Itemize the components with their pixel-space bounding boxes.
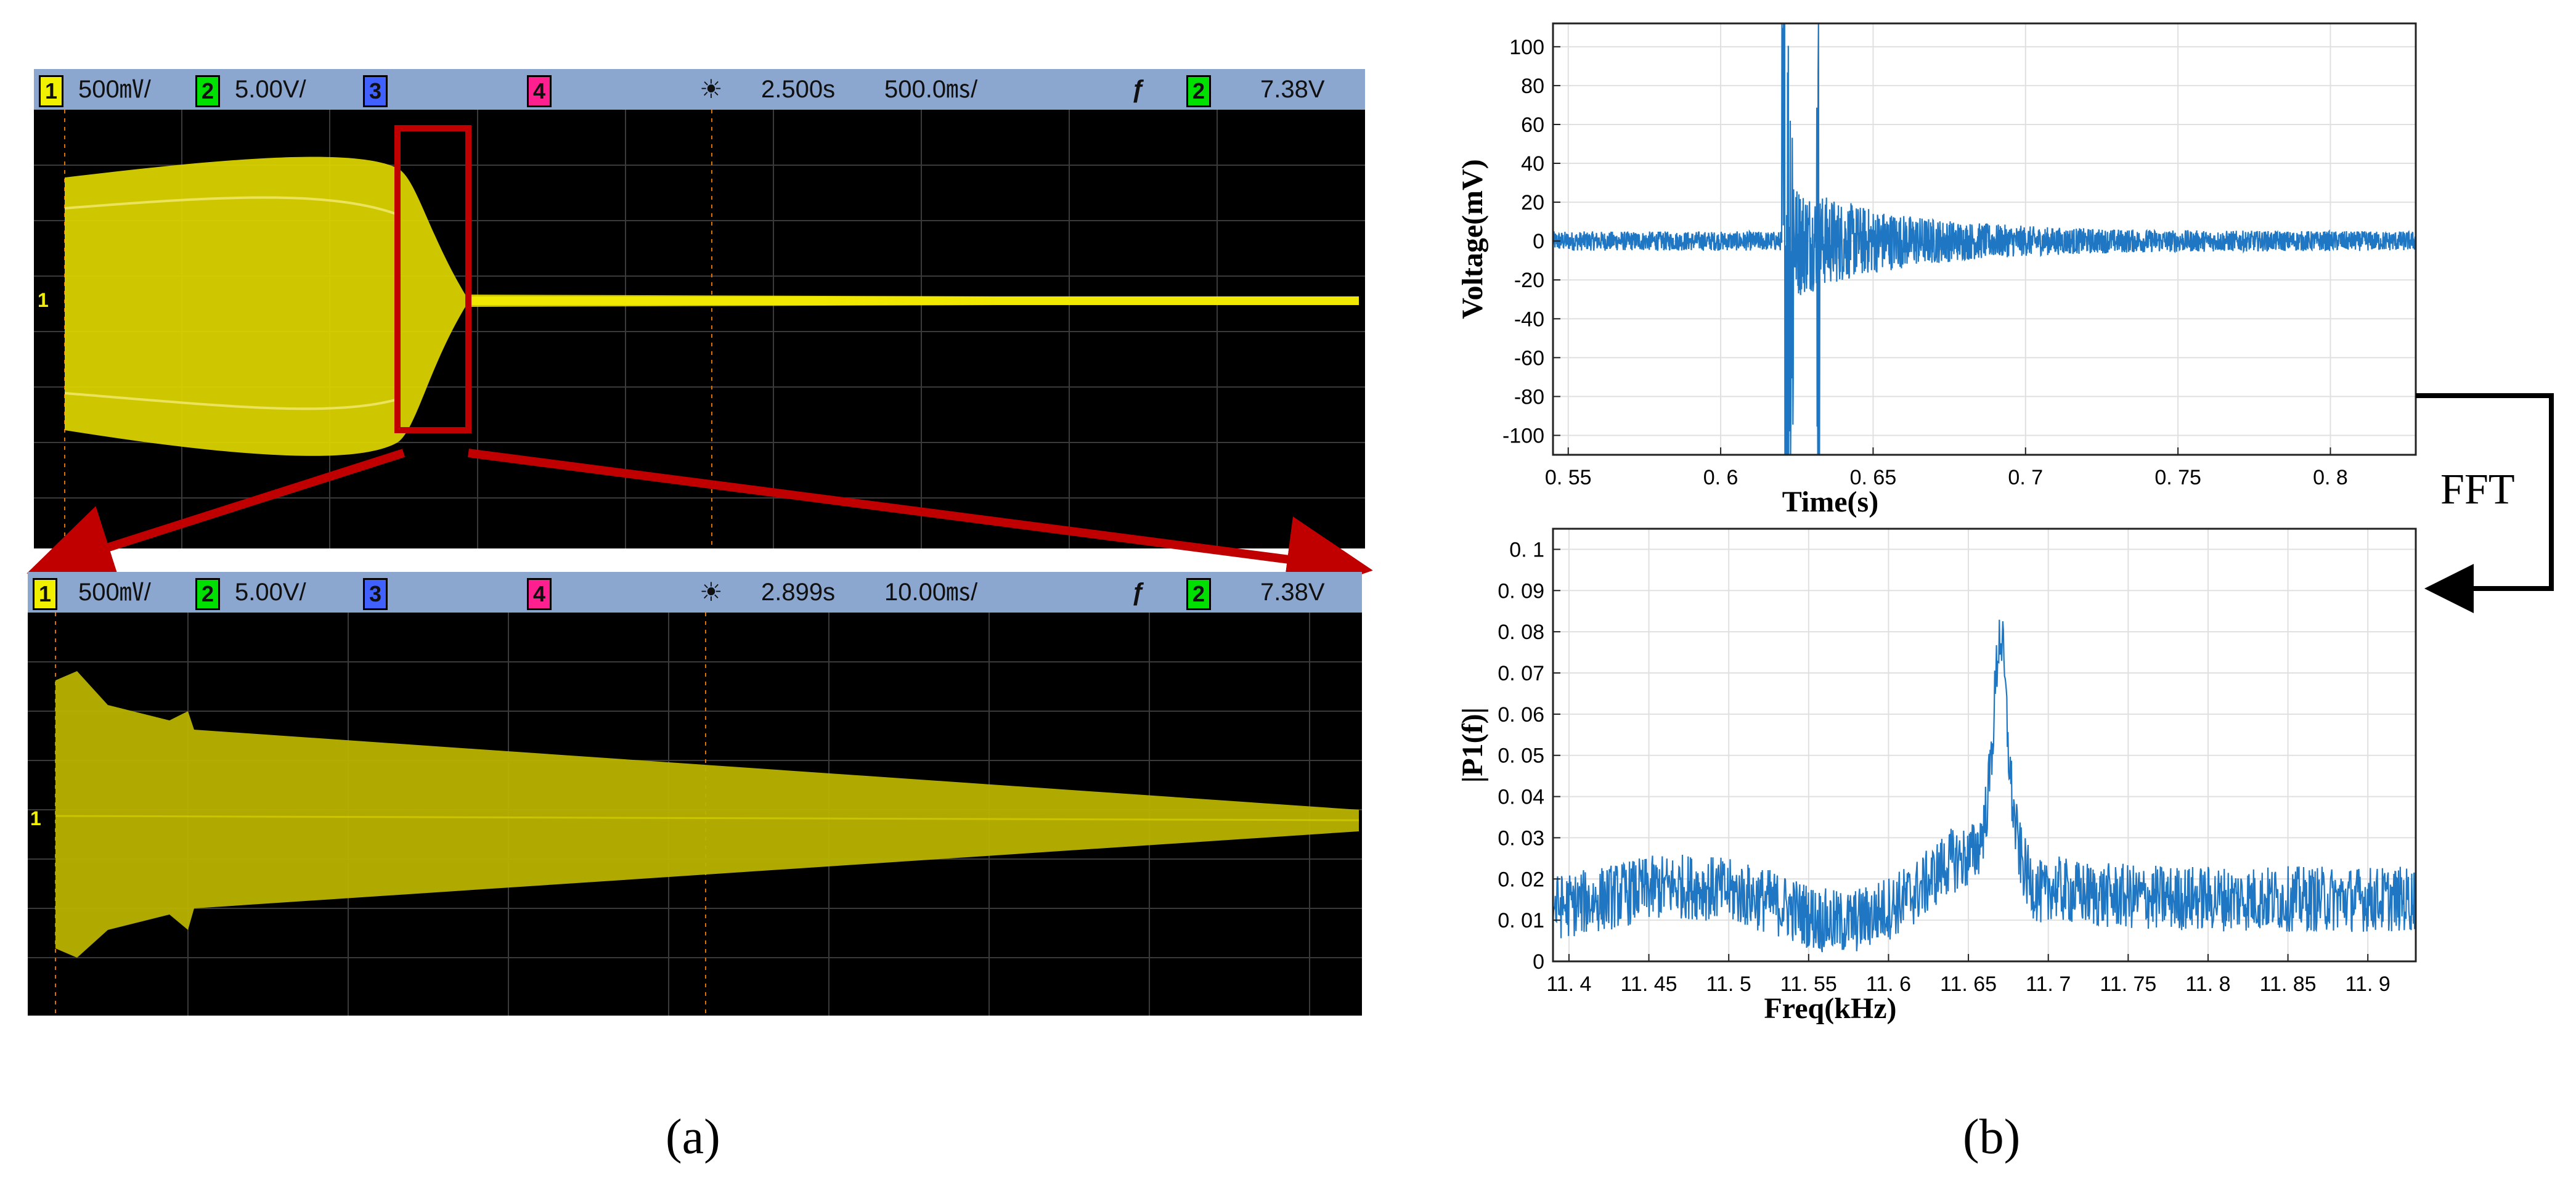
fft-label: FFT — [2440, 466, 2515, 513]
x-tick-label: 11. 45 — [1621, 972, 1677, 996]
trigger-level: 7.38V — [1260, 76, 1325, 103]
y-tick-label: -80 — [1514, 385, 1544, 409]
timebase-scale: 10.00㎳/ — [884, 579, 978, 606]
y-tick-label: 60 — [1521, 113, 1544, 137]
zoom-arrow-right — [468, 449, 1373, 602]
trace-bottom-texture — [55, 815, 1359, 821]
ch2-box[interactable]: 2 — [195, 75, 220, 107]
trace-top-envelope — [65, 157, 1359, 456]
y-tick-label: 0. 02 — [1498, 868, 1544, 891]
acquire-icon[interactable]: ☀ — [699, 75, 723, 104]
trigger-level: 7.38V — [1260, 579, 1325, 606]
series-line — [1552, 23, 2417, 456]
ch3-box[interactable]: 3 — [363, 578, 388, 610]
trigger-source-box[interactable]: 2 — [1186, 75, 1211, 107]
timebase-delay: 2.500s — [761, 76, 836, 103]
timebase-scale: 500.0㎳/ — [884, 76, 978, 103]
y-tick-label: 100 — [1509, 36, 1544, 59]
time-domain-chart: 0. 55 0. 6 0. 65 0. 7 0. 75 0. 8 -100 -80 -60 -40… — [1456, 22, 2417, 518]
y-tick-label: -20 — [1514, 269, 1544, 292]
x-tick-label: 11. 85 — [2260, 972, 2317, 996]
y-tick-label: -100 — [1502, 424, 1544, 447]
x-tick-label: 0. 7 — [2008, 466, 2043, 489]
trigger-edge-icon[interactable]: ƒ — [1131, 76, 1145, 103]
zoom-box — [394, 125, 471, 433]
fft-connector — [2416, 393, 2554, 613]
x-tick-label: 11. 8 — [2185, 972, 2230, 996]
y-axis-label: |P1(f)| — [1456, 707, 1489, 783]
x-tick-label: 0. 6 — [1703, 466, 1738, 489]
ch1-scale: 500㎷/ — [78, 76, 151, 103]
y-tick-label: 0. 01 — [1498, 909, 1544, 932]
y-tick-label: -60 — [1514, 346, 1544, 370]
caption-a: (a) — [666, 1110, 720, 1164]
scope-bottom: 1 500㎷/ 2 5.00V/ 3 4 ☀ 2.899s 10.00㎳/ ƒ … — [28, 572, 1362, 1016]
x-tick-label: 11. 75 — [2100, 972, 2156, 996]
ch1-scale: 500㎷/ — [78, 579, 151, 606]
y-tick-label: 80 — [1521, 75, 1544, 98]
x-tick-label: 0. 8 — [2313, 466, 2348, 489]
ch4-box[interactable]: 4 — [527, 578, 552, 610]
ch2-scale: 5.00V/ — [235, 76, 306, 103]
y-tick-label: 0. 04 — [1498, 786, 1544, 809]
scope-top-screen: 1 — [34, 110, 1365, 548]
ch3-box[interactable]: 3 — [363, 75, 388, 107]
ch1-ground-marker: 1 — [38, 289, 49, 311]
fft-arrow — [2416, 393, 2554, 613]
scope-bottom-screen: 1 — [28, 613, 1362, 1016]
plot-frame — [1552, 22, 2417, 456]
panel-a: 1 500㎷/ 2 5.00V/ 3 4 ☀ 2.500s 500.0㎳/ ƒ … — [26, 69, 1373, 1164]
y-tick-label: 0 — [1533, 950, 1544, 974]
x-tick-label: 0. 55 — [1545, 466, 1592, 489]
y-tick-label: 0 — [1533, 230, 1544, 253]
y-tick-label: 0. 05 — [1498, 744, 1544, 768]
ch4-box[interactable]: 4 — [527, 75, 552, 107]
y-tick-label: 0. 08 — [1498, 621, 1544, 644]
ch1-box[interactable]: 1 — [33, 578, 57, 610]
trigger-edge-icon[interactable]: ƒ — [1131, 579, 1145, 606]
x-tick-label: 11. 7 — [2026, 972, 2071, 996]
status-bar: 1 500㎷/ 2 5.00V/ 3 4 ☀ 2.500s 500.0㎳/ ƒ … — [34, 69, 1365, 110]
x-tick-label: 11. 55 — [1780, 972, 1837, 996]
y-tick-label: 0. 06 — [1498, 703, 1544, 727]
y-tick-label: 0. 07 — [1498, 662, 1544, 685]
timebase-delay: 2.899s — [761, 579, 836, 606]
trigger-source-box[interactable]: 2 — [1186, 578, 1211, 610]
ch2-scale: 5.00V/ — [235, 579, 306, 606]
x-axis-label: Freq(kHz) — [1764, 992, 1896, 1025]
y-tick-label: -40 — [1514, 308, 1544, 331]
y-tick-label: 0. 1 — [1509, 538, 1544, 561]
y-tick-label: 0. 03 — [1498, 826, 1544, 850]
series-line — [1552, 619, 2417, 953]
plot-frame — [1552, 528, 2417, 963]
zoom-arrow-left — [26, 449, 406, 589]
trace-bottom-envelope — [55, 671, 1359, 958]
caption-b: (b) — [1963, 1110, 2021, 1164]
acquire-icon[interactable]: ☀ — [699, 577, 723, 606]
x-tick-label: 11. 4 — [1546, 972, 1591, 996]
zoom-arrows — [26, 449, 1373, 602]
x-axis-label: Time(s) — [1782, 486, 1878, 518]
grid — [1553, 23, 2416, 455]
x-tick-label: 0. 75 — [2154, 466, 2201, 489]
y-tick-label: 0. 09 — [1498, 579, 1544, 603]
ch2-box[interactable]: 2 — [195, 578, 220, 610]
y-tick-label: 40 — [1521, 152, 1544, 176]
x-tick-label: 0. 65 — [1850, 466, 1897, 489]
trace-top-inner-streak — [64, 196, 398, 410]
ch1-box[interactable]: 1 — [39, 75, 63, 107]
scope-top: 1 500㎷/ 2 5.00V/ 3 4 ☀ 2.500s 500.0㎳/ ƒ … — [34, 69, 1365, 548]
y-axis-label: Voltage(mV) — [1456, 159, 1489, 319]
x-tick-label: 11. 65 — [1940, 972, 1997, 996]
y-tick-label: 20 — [1521, 191, 1544, 214]
spectrum-chart: 11. 4 11. 45 11. 5 11. 55 11. 6 11. 65 11. 7 11… — [1456, 528, 2417, 1025]
status-bar: 1 500㎷/ 2 5.00V/ 3 4 ☀ 2.899s 10.00㎳/ ƒ … — [28, 572, 1362, 613]
x-tick-label: 11. 5 — [1706, 972, 1751, 996]
x-tick-label: 11. 6 — [1866, 972, 1911, 996]
x-tick-label: 11. 9 — [2346, 972, 2391, 996]
ch1-ground-marker: 1 — [30, 807, 41, 829]
